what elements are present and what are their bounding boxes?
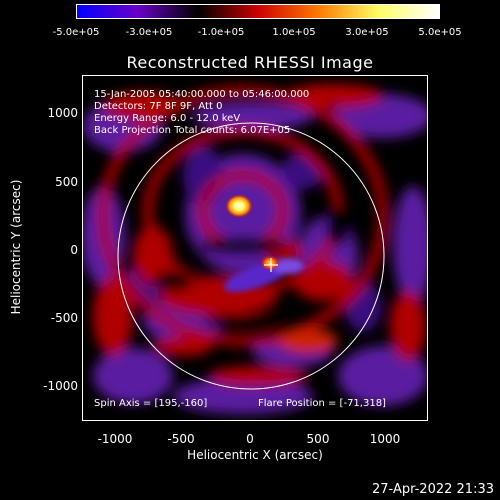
timestamp: 27-Apr-2022 21:33 (372, 482, 494, 497)
image-title: Reconstructed RHESSI Image (126, 53, 374, 72)
x-tick-label: 0 (246, 432, 254, 446)
rhessi-image (83, 76, 427, 420)
colorbar-label: 1.0e+05 (272, 27, 316, 38)
time-range: 15-Jan-2005 05:40:00.000 to 05:46:00.000 (94, 89, 310, 100)
x-tick-label: -500 (167, 432, 195, 446)
x-axis-label: Heliocentric X (arcsec) (187, 448, 323, 462)
y-axis-label: Heliocentric Y (arcsec) (9, 179, 23, 315)
y-tick-label: 1000 (47, 106, 78, 120)
flare-position-text: Flare Position = [-71,318] (258, 398, 386, 409)
colorbar-label: 5.0e+05 (418, 27, 462, 38)
y-tick-label: -500 (50, 311, 78, 325)
colorbar-label: -3.0e+05 (125, 27, 173, 38)
colorbar-label: -5.0e+05 (52, 27, 100, 38)
colorbar (76, 4, 440, 19)
x-tick-label: -1000 (97, 432, 133, 446)
y-tick-label: 500 (55, 175, 78, 189)
energy-range: Energy Range: 6.0 - 12.0 keV (94, 113, 241, 124)
detectors: Detectors: 7F 8F 9F, Att 0 (94, 101, 223, 112)
spin-axis-marker (264, 258, 278, 272)
x-tick-label: 1000 (369, 432, 401, 446)
method-counts: Back Projection Total counts: 6.07E+05 (94, 125, 291, 136)
colorbar-label: -1.0e+05 (197, 27, 245, 38)
spin-axis-text: Spin Axis = [195,-160] (94, 398, 208, 409)
y-tick-label: 0 (70, 243, 78, 257)
x-tick-label: 500 (306, 432, 330, 446)
y-tick-label: -1000 (43, 379, 78, 393)
rhessi-image-plot (82, 75, 428, 421)
colorbar-label: 3.0e+05 (345, 27, 389, 38)
